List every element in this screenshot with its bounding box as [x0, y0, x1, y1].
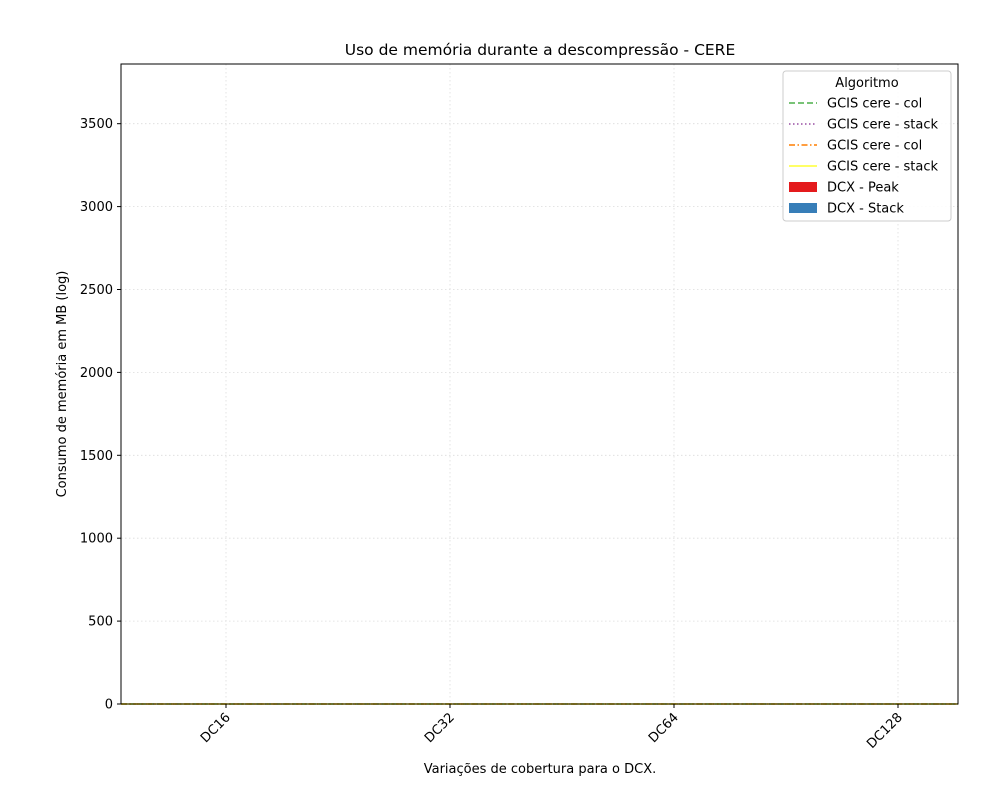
y-tick-label: 3500: [80, 117, 113, 132]
x-tick-label: DC128: [864, 710, 906, 752]
legend-entry: GCIS cere - stack: [827, 160, 939, 175]
legend-entry: GCIS cere - col: [827, 97, 922, 112]
plot-frame: [120, 63, 959, 705]
y-tick-label: 0: [105, 698, 113, 713]
x-tick-label: DC64: [646, 710, 682, 746]
x-tick-label: DC32: [422, 710, 458, 746]
legend: Algoritmo GCIS cere - col GCIS cere - stac…: [782, 70, 952, 222]
legend-title: Algoritmo: [835, 76, 898, 91]
legend-entry: DCX - Peak: [827, 181, 899, 196]
y-axis-label: Consumo de memória em MB (log): [55, 271, 70, 498]
y-tick-label: 2000: [80, 366, 113, 381]
y-tick-label: 1500: [80, 449, 113, 464]
legend-entry: GCIS cere - col: [827, 139, 922, 154]
legend-entry: DCX - Stack: [827, 202, 904, 217]
y-tick-label: 500: [88, 615, 113, 630]
legend-box: [782, 70, 952, 222]
grid-layer: [121, 64, 958, 705]
chart-title: Uso de memória durante a descompressão -…: [345, 41, 736, 59]
x-tick-label: DC16: [198, 710, 234, 746]
x-axis-label: Variações de cobertura para o DCX.: [424, 762, 657, 777]
y-tick-label: 1000: [80, 532, 113, 547]
y-tick-label: 3000: [80, 200, 113, 215]
legend-swatch: [789, 182, 817, 192]
legend-entry: GCIS cere - stack: [827, 118, 939, 133]
y-tick-label: 2500: [80, 283, 113, 298]
legend-swatch: [789, 203, 817, 213]
